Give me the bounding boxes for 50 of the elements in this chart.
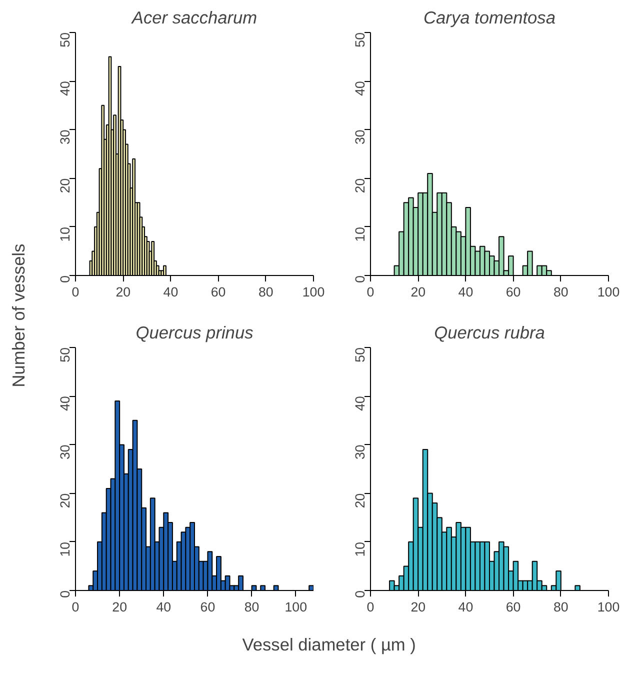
y-tick-label: 30 bbox=[58, 444, 72, 460]
x-tick-label: 100 bbox=[597, 600, 620, 614]
x-tick-label: 60 bbox=[506, 600, 521, 614]
y-tick-label: 20 bbox=[58, 178, 72, 194]
y-tick-label: 0 bbox=[58, 275, 72, 283]
y-tick-label: 20 bbox=[352, 178, 368, 194]
y-tick-label: 10 bbox=[58, 542, 72, 557]
y-tick-label: 50 bbox=[352, 32, 368, 48]
x-tick-label: 20 bbox=[410, 600, 426, 614]
y-tick-label: 0 bbox=[352, 275, 368, 283]
y-tick-label: 30 bbox=[58, 130, 72, 145]
x-tick-label: 100 bbox=[284, 600, 307, 614]
y-tick-label: 40 bbox=[352, 81, 368, 96]
x-tick-label: 40 bbox=[156, 600, 172, 614]
y-tick-label: 20 bbox=[352, 493, 368, 508]
y-tick-label: 30 bbox=[352, 130, 368, 145]
y-tick-label: 0 bbox=[58, 590, 72, 598]
x-tick-label: 100 bbox=[597, 284, 620, 300]
x-tick-label: 60 bbox=[210, 284, 226, 300]
x-axis-title: Vessel diameter ( µm ) bbox=[242, 634, 416, 654]
chart-title: Quercus prinus bbox=[136, 322, 254, 342]
y-tick-label: 20 bbox=[58, 493, 72, 508]
y-tick-label: 40 bbox=[352, 396, 368, 411]
y-tick-label: 40 bbox=[58, 81, 72, 96]
x-tick-label: 80 bbox=[258, 284, 274, 300]
x-tick-label: 80 bbox=[244, 600, 260, 614]
x-tick-label: 100 bbox=[302, 284, 325, 300]
x-tick-label: 40 bbox=[458, 284, 474, 300]
x-tick-label: 20 bbox=[116, 284, 131, 300]
y-tick-label: 10 bbox=[58, 226, 72, 242]
x-tick-label: 80 bbox=[553, 600, 568, 614]
y-tick-label: 10 bbox=[352, 542, 368, 557]
x-tick-label: 60 bbox=[506, 284, 521, 300]
x-tick-label: 40 bbox=[163, 284, 178, 300]
x-tick-label: 60 bbox=[200, 600, 216, 614]
x-tick-label: 20 bbox=[112, 600, 127, 614]
y-tick-label: 50 bbox=[352, 347, 368, 362]
y-tick-label: 0 bbox=[352, 590, 368, 598]
y-tick-label: 10 bbox=[352, 226, 368, 242]
y-tick-label: 50 bbox=[58, 347, 72, 362]
x-tick-label: 80 bbox=[553, 284, 568, 300]
y-tick-label: 40 bbox=[58, 396, 72, 411]
y-tick-label: 50 bbox=[58, 32, 72, 48]
chart-title: Carya tomentosa bbox=[424, 8, 556, 28]
y-tick-label: 30 bbox=[352, 444, 368, 460]
y-axis-title: Number of vessels bbox=[8, 243, 28, 388]
x-tick-label: 40 bbox=[458, 600, 474, 614]
x-tick-label: 20 bbox=[410, 284, 426, 300]
chart-title: Quercus rubra bbox=[434, 322, 546, 342]
chart-title: Acer saccharum bbox=[130, 8, 258, 28]
